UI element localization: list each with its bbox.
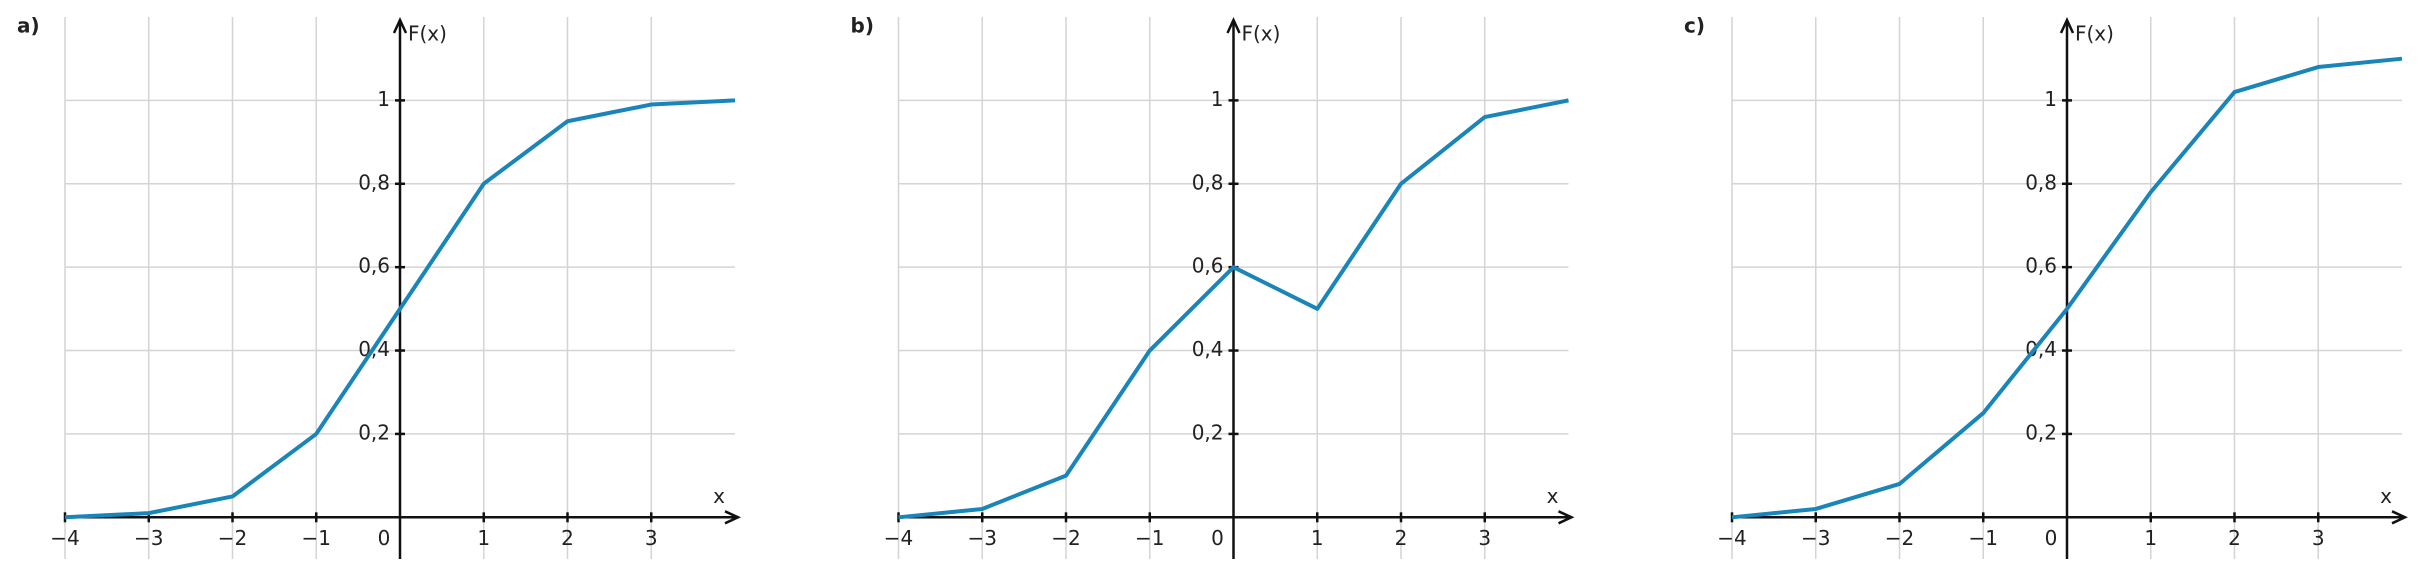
y-tick-label: 0,4	[1192, 337, 1224, 361]
x-tick-label: 2	[561, 526, 574, 550]
x-tick-label: 3	[1478, 526, 1491, 550]
data-line	[898, 98, 1569, 520]
x-tick-label: 1	[2144, 526, 2157, 550]
y-tick-label: 1	[2044, 87, 2057, 111]
y-tick-label: 0,8	[1192, 170, 1224, 194]
x-axis-label: x	[2380, 484, 2392, 508]
x-tick-label: −4	[884, 526, 913, 550]
data-line	[1731, 56, 2403, 520]
y-tick-label: 1	[1211, 87, 1224, 111]
x-tick-label: −3	[134, 526, 163, 550]
y-tick-label: 0,2	[358, 420, 390, 444]
x-axis-arrow	[2391, 510, 2408, 525]
x-tick-label: 1	[1311, 526, 1324, 550]
y-axis-label: F(x)	[1242, 22, 1281, 46]
panel-label: c)	[1684, 14, 1705, 38]
x-tick-label: −1	[302, 526, 331, 550]
panel: −4 −3 −2 −1 0 1 2 30,20,40,60,81a) F(x)x	[17, 14, 741, 559]
x-tick-label: 3	[645, 526, 658, 550]
x-tick-label: 2	[1395, 526, 1408, 550]
x-axis-arrow	[724, 510, 741, 525]
x-tick-label: 0	[2045, 526, 2058, 550]
x-tick-label: −2	[1885, 526, 1914, 550]
x-tick-label: −2	[1051, 526, 1080, 550]
x-tick-label: 0	[378, 526, 391, 550]
x-tick-label: −1	[1969, 526, 1998, 550]
y-axis-label: F(x)	[408, 22, 447, 46]
panel: −4 −3 −2 −1 0 1 2 3 0,2 0,4 0,6 0,8 1 b) F(x) x	[851, 14, 1575, 559]
x-tick-label: 1	[477, 526, 490, 550]
y-tick-label: 0,8	[358, 170, 390, 194]
y-tick-label: 0,6	[1192, 254, 1224, 278]
y-axis-arrow	[1226, 17, 1241, 34]
y-axis-arrow	[392, 17, 408, 34]
x-tick-label: 3	[2312, 526, 2325, 550]
x-tick-label: −2	[218, 526, 247, 550]
y-tick-label: 0,2	[2025, 420, 2057, 444]
x-tick-label: 2	[2228, 526, 2241, 550]
y-tick-label: 0,6	[358, 254, 390, 278]
y-tick-label: 0,6	[2025, 254, 2057, 278]
panel: −4 −3 −2 −1 0 1 2 30,20,40,60,81c) F(x)x	[1684, 14, 2408, 559]
x-axis-label: x	[713, 484, 725, 508]
y-tick-label: 0,8	[2025, 170, 2057, 194]
x-axis-arrow	[1557, 510, 1575, 525]
panel-label: b)	[851, 14, 874, 38]
x-tick-label: −3	[968, 526, 997, 550]
x-tick-label: 0	[1211, 526, 1224, 550]
x-axis-label: x	[1547, 484, 1559, 508]
x-tick-label: −1	[1135, 526, 1164, 550]
x-tick-label: −4	[50, 526, 79, 550]
x-tick-label: −3	[1801, 526, 1830, 550]
data-line	[64, 98, 736, 520]
y-tick-label: 1	[377, 87, 390, 111]
y-tick-label: 0,2	[1192, 420, 1224, 444]
y-axis-arrow	[2059, 17, 2075, 34]
y-axis-label: F(x)	[2075, 22, 2114, 46]
x-tick-label: −4	[1717, 526, 1746, 550]
panel-label: a)	[17, 14, 40, 38]
